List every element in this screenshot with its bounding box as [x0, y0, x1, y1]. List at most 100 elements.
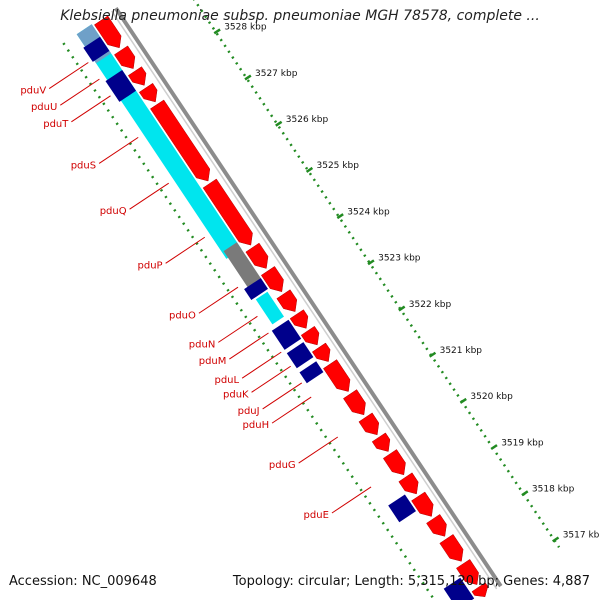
gene-leader-line [298, 436, 339, 464]
forward-cds [411, 491, 434, 517]
forward-cds [323, 359, 351, 392]
ruler-tick [490, 444, 498, 451]
ruler-tick [275, 120, 283, 127]
forward-cds [245, 242, 269, 269]
gene-label-pduM: pduM [199, 356, 227, 367]
forward-cds [311, 342, 331, 362]
ruler-tick [367, 259, 375, 266]
kbp-tick-label: 3518 kbp [532, 485, 575, 495]
kbp-tick-label: 3525 kbp [317, 161, 360, 171]
ruler-tick [213, 28, 221, 35]
gene-leader-line [218, 315, 258, 343]
reverse-cds [83, 36, 110, 62]
ruler-tick [398, 305, 406, 312]
gene-label-pduQ: pduQ [100, 206, 127, 217]
ruler-tick [244, 74, 252, 81]
gene-leader-line [48, 62, 89, 89]
forward-cds [371, 432, 391, 452]
reverse-cds [286, 342, 314, 369]
forward-cds [471, 582, 489, 597]
forward-cds [276, 289, 298, 312]
kbp-tick-label: 3526 kbp [286, 115, 329, 125]
gene-leader-line [165, 236, 206, 264]
forward-cds [398, 472, 419, 495]
gene-leader-line [98, 136, 139, 164]
forward-cds [426, 514, 447, 537]
forward-cds [260, 266, 284, 293]
gene-label-pduS: pduS [71, 161, 96, 172]
kbp-tick-label: 3521 kbp [440, 346, 483, 356]
forward-cds [439, 534, 464, 562]
gray-feature-block [223, 242, 265, 293]
inner-dotted-line [62, 42, 436, 600]
gene-label-pduJ: pduJ [238, 406, 260, 417]
reverse-cds [388, 494, 416, 523]
forward-cds [127, 66, 147, 86]
gene-label-pduO: pduO [169, 310, 196, 321]
forward-cds [150, 99, 211, 182]
ruler-tick [521, 490, 529, 497]
backbone-track [111, 7, 503, 590]
gene-leader-line [71, 95, 111, 123]
kbp-tick-label: 3522 kbp [409, 300, 452, 310]
reverse-cds [105, 70, 136, 102]
kbp-tick-label: 3517 kbp [563, 531, 600, 541]
gene-label-pduN: pduN [189, 339, 216, 350]
gene-label-pduV: pduV [20, 86, 46, 97]
reverse-cds [271, 319, 302, 350]
gene-label-pduP: pduP [138, 260, 163, 271]
forward-cds [289, 309, 309, 329]
gene-label-pduH: pduH [243, 420, 270, 431]
backbone-line-outer [114, 7, 503, 588]
kbp-tick-label: 3527 kbp [255, 69, 298, 79]
gene-leader-line [241, 351, 282, 379]
gene-leader-line [251, 365, 291, 393]
ruler-tick [336, 213, 344, 220]
kbp-tick-label: 3520 kbp [470, 392, 513, 402]
map-title: Klebsiella pneumoniae subsp. pneumoniae … [60, 8, 540, 24]
gene-labels: pduV pduU pduT pduS pduQ pduP pduO pduN pduM pduL… [20, 62, 372, 521]
forward-cds [138, 82, 158, 103]
gene-leader-line [229, 332, 269, 360]
gray-feature [223, 242, 265, 293]
forward-cds [300, 325, 320, 346]
forward-cds [94, 15, 122, 49]
ruler-tick [552, 536, 560, 543]
forward-cds [456, 559, 479, 585]
gene-leader-line [262, 382, 303, 410]
backbone-line-inner [111, 10, 498, 590]
kbp-tick-label: 3519 kbp [501, 438, 544, 448]
cyan-feature-small [255, 291, 284, 325]
gene-leader-line [198, 286, 239, 314]
gene-label-pduT: pduT [43, 119, 69, 130]
forward-cds [358, 412, 380, 436]
genome-summary: Topology: circular; Length: 5,315,120 bp… [232, 574, 590, 589]
gene-leader-line [271, 396, 312, 424]
reverse-cds [244, 278, 268, 300]
reverse-cds [443, 577, 475, 600]
gene-leader-line [331, 486, 372, 514]
forward-cds-track [94, 15, 489, 597]
accession-text: Accession: NC_009648 [9, 574, 157, 589]
reverse-cds [299, 361, 324, 384]
gene-label-pduU: pduU [31, 102, 57, 113]
forward-cds [202, 178, 253, 246]
kbp-tick-label: 3523 kbp [378, 254, 421, 264]
forward-cds [382, 449, 406, 476]
gene-leader-line [129, 182, 169, 210]
gene-label-pduG: pduG [269, 460, 296, 471]
ruler-tick [305, 166, 314, 173]
ruler-dotted-line [192, 0, 561, 549]
gene-label-pduK: pduK [223, 389, 249, 400]
forward-cds [114, 45, 136, 69]
kbp-tick-label: 3524 kbp [347, 207, 390, 217]
kbp-tick-label: 3528 kbp [224, 23, 267, 33]
gene-leader-line [60, 78, 100, 106]
reverse-cds-track [83, 36, 475, 600]
ruler-tick [459, 397, 467, 404]
gene-label-pduL: pduL [214, 375, 239, 386]
forward-cds [343, 389, 366, 416]
gene-label-pduE: pduE [304, 510, 329, 521]
